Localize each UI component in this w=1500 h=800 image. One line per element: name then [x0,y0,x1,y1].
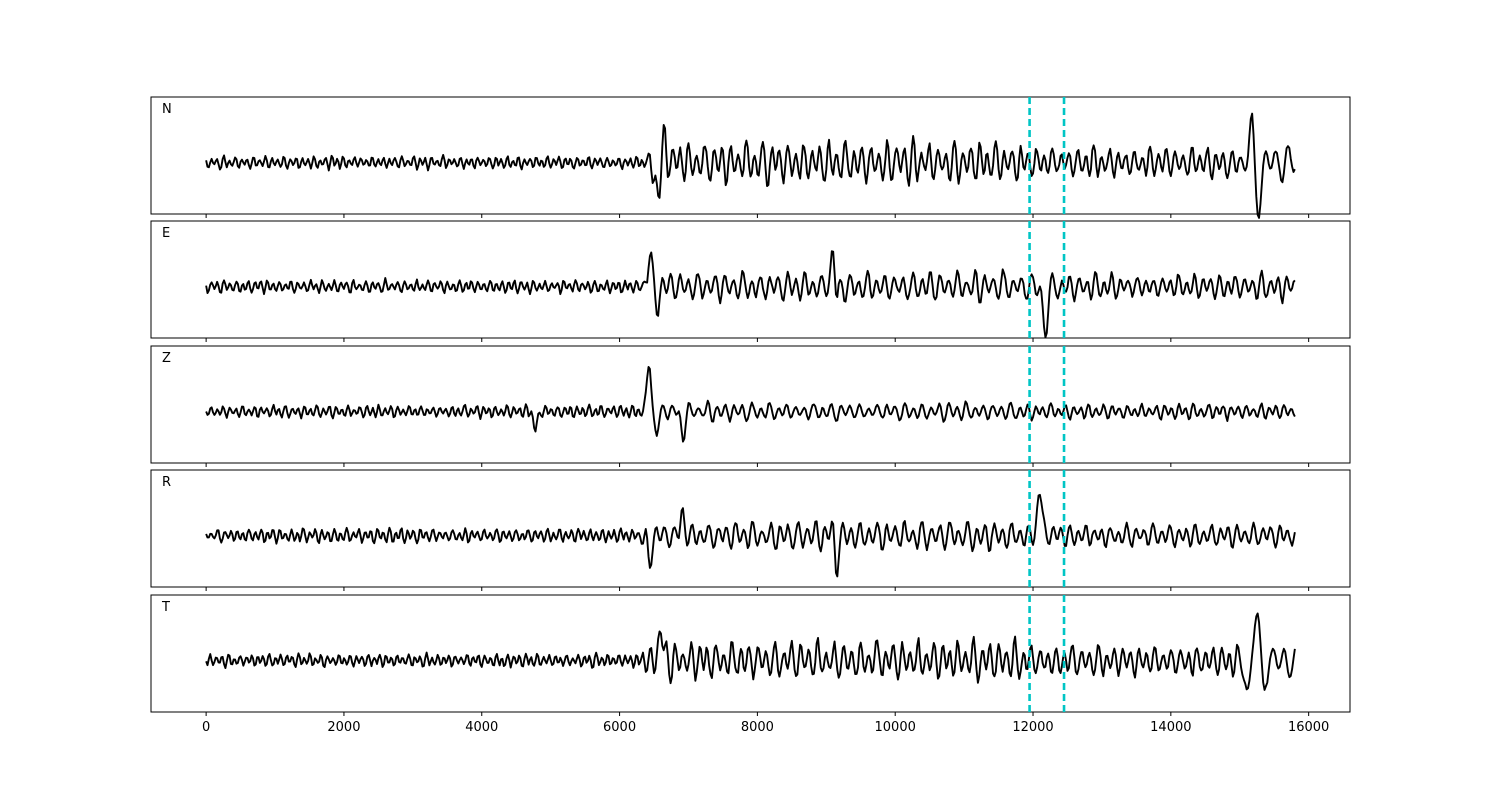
panel-frame [150,96,1351,215]
x-tick-label: 2000 [327,720,360,735]
waveform-trace [205,112,1296,219]
panel-z: Z [150,345,1351,467]
x-tick-label: 0 [202,720,210,735]
waveform-trace [205,612,1296,691]
waveform-trace [205,366,1296,443]
x-tick-label: 16000 [1288,720,1329,735]
x-tick-label: 6000 [603,720,636,735]
waveform-trace [205,250,1296,339]
x-axis: 0 2000 4000 6000 8000 10000 12000 14000 16000 [202,720,1329,735]
component-label-z: Z [162,351,171,366]
component-label-e: E [162,226,170,241]
x-tick-label: 4000 [465,720,498,735]
panel-e: E [150,220,1351,342]
x-tick-label: 8000 [741,720,774,735]
component-label-t: T [161,600,170,615]
panels-group: N E Z R T [150,96,1351,716]
panel-t: T [150,594,1351,716]
panel-n: N [150,96,1351,219]
panel-r: R [150,469,1351,591]
waveform-trace [205,493,1296,578]
x-tick-label: 12000 [1012,720,1053,735]
panel-frame [150,220,1351,339]
x-tick-label: 14000 [1150,720,1191,735]
x-tick-label: 10000 [875,720,916,735]
component-label-r: R [162,475,171,490]
component-label-n: N [162,102,172,117]
